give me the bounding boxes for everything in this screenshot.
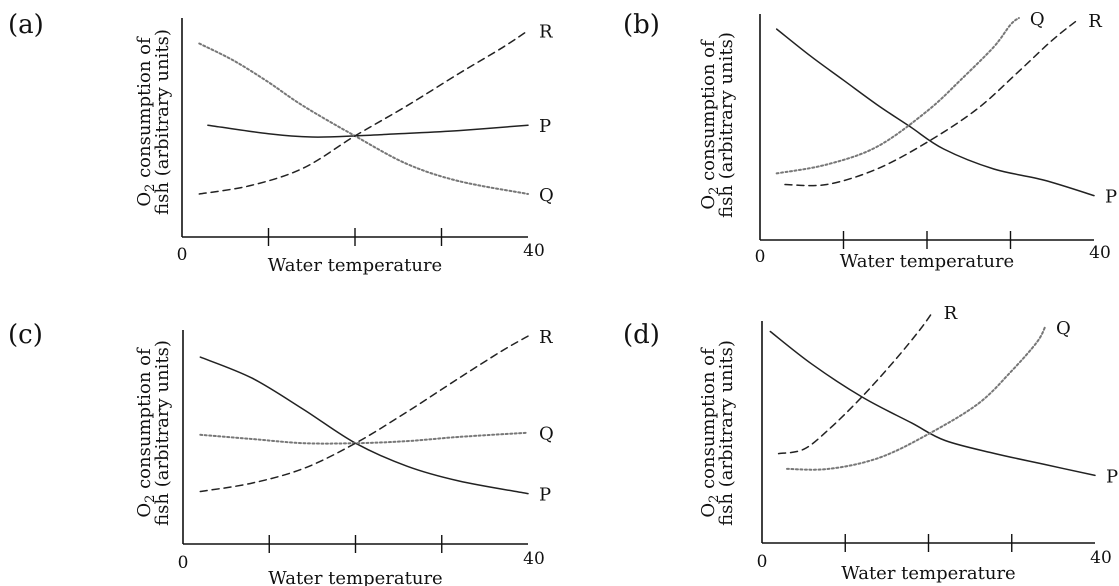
panel-label: (c) (8, 320, 43, 350)
series-label-p: P (539, 116, 551, 137)
series-line-r (785, 20, 1077, 185)
series-label-p: P (1106, 466, 1118, 487)
x-tick-label: 40 (523, 241, 545, 261)
y-axis-label-line2: fish (arbitrary units) (152, 29, 173, 215)
y-axis-label-line2: fish (arbitrary units) (716, 32, 737, 218)
series-label-p: P (539, 485, 551, 506)
series-label-q: Q (539, 185, 554, 206)
y-axis-label-line2: fish (arbitrary units) (716, 340, 737, 526)
series-label-p: P (1105, 187, 1117, 208)
series-line-p (208, 125, 528, 137)
x-tick-label: 0 (757, 552, 768, 572)
series-line-q (777, 18, 1019, 173)
series-label-r: R (539, 327, 553, 348)
y-axis-label-line2: fish (arbitrary units) (152, 340, 173, 526)
series-line-r (200, 336, 528, 491)
x-tick-label: 0 (755, 247, 766, 267)
series-label-r: R (539, 22, 553, 43)
x-axis-label: Water temperature (268, 255, 442, 276)
x-tick-label: 0 (177, 245, 188, 265)
series-label-r: R (944, 303, 958, 324)
series-line-p (777, 29, 1094, 196)
series-label-q: Q (1030, 9, 1045, 30)
series-line-q (199, 44, 528, 195)
panel-label: (d) (623, 320, 660, 350)
panel-label: (a) (8, 10, 44, 40)
series-line-r (779, 312, 933, 454)
series-label-q: Q (539, 424, 554, 445)
series-label-q: Q (1056, 318, 1071, 339)
x-tick-label: 0 (178, 553, 189, 573)
x-axis-label: Water temperature (841, 563, 1015, 584)
series-line-r (199, 31, 528, 194)
x-tick-label: 40 (523, 549, 545, 569)
series-line-p (200, 357, 528, 494)
x-tick-label: 40 (1090, 548, 1112, 568)
series-line-p (770, 332, 1095, 476)
x-axis-label: Water temperature (840, 251, 1014, 272)
x-axis-label: Water temperature (268, 568, 442, 586)
panel-label: (b) (623, 10, 660, 40)
x-tick-label: 40 (1089, 243, 1111, 263)
series-line-q (787, 327, 1045, 470)
series-label-r: R (1088, 11, 1102, 32)
